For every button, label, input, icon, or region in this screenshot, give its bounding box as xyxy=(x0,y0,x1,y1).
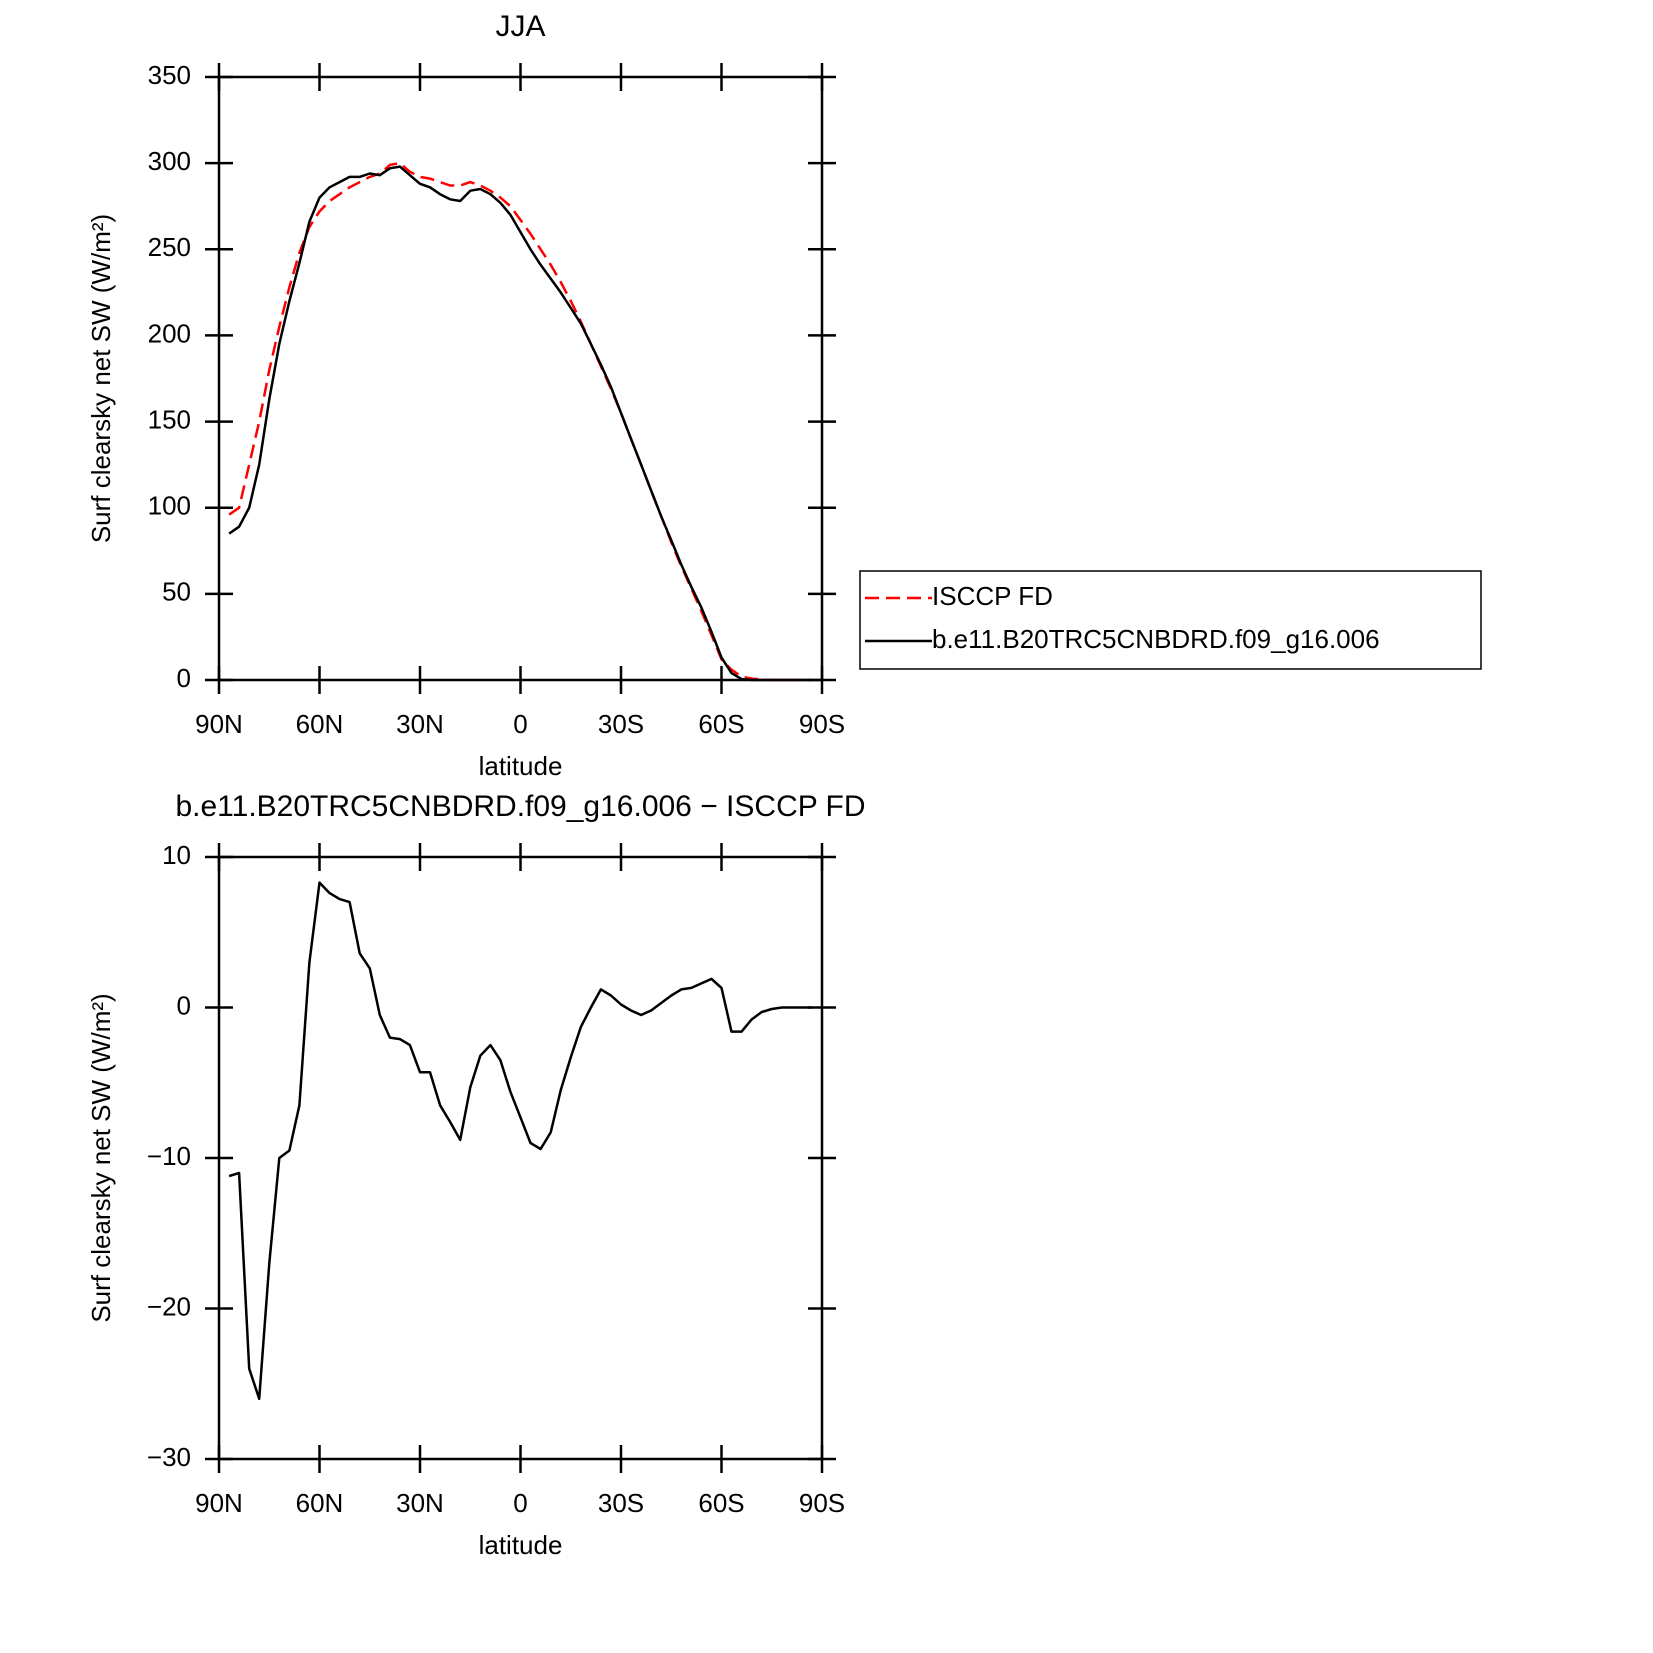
x-axis-label: latitude xyxy=(479,751,563,781)
x-tick-label: 90N xyxy=(195,1488,243,1518)
y-axis-label: Surf clearsky net SW (W/m²) xyxy=(86,214,116,543)
y-tick-label: 10 xyxy=(162,840,191,870)
legend-label: b.e11.B20TRC5CNBDRD.f09_g16.006 xyxy=(932,624,1380,654)
plot-frame xyxy=(217,75,824,682)
chart-title: JJA xyxy=(495,10,545,43)
legend-label: ISCCP FD xyxy=(932,581,1053,611)
x-axis-label: latitude xyxy=(479,1530,563,1560)
x-tick-label: 30S xyxy=(598,1488,644,1518)
y-tick-label: −20 xyxy=(147,1291,191,1321)
x-tick-label: 60S xyxy=(698,709,744,739)
x-tick-label: 60N xyxy=(296,1488,344,1518)
x-tick-label: 90S xyxy=(799,709,845,739)
y-tick-label: −30 xyxy=(147,1442,191,1472)
y-tick-label: 250 xyxy=(148,232,191,262)
y-axis-label: Surf clearsky net SW (W/m²) xyxy=(86,993,116,1322)
chart-title: b.e11.B20TRC5CNBDRD.f09_g16.006 − ISCCP … xyxy=(175,790,865,823)
x-tick-label: 60N xyxy=(296,709,344,739)
y-tick-label: −10 xyxy=(147,1141,191,1171)
x-tick-label: 60S xyxy=(698,1488,744,1518)
x-tick-label: 0 xyxy=(513,709,527,739)
x-tick-label: 30N xyxy=(396,1488,444,1518)
x-tick-label: 30N xyxy=(396,709,444,739)
x-tick-label: 90S xyxy=(799,1488,845,1518)
plot-frame xyxy=(217,855,824,1461)
x-tick-label: 90N xyxy=(195,709,243,739)
x-tick-label: 30S xyxy=(598,709,644,739)
y-tick-label: 150 xyxy=(148,404,191,434)
y-tick-label: 0 xyxy=(177,990,191,1020)
y-tick-label: 350 xyxy=(148,60,191,90)
series-line xyxy=(228,165,812,682)
y-tick-label: 100 xyxy=(148,491,191,521)
x-tick-label: 0 xyxy=(513,1488,527,1518)
series-line xyxy=(228,881,812,1401)
legend-box xyxy=(859,570,1482,670)
y-tick-label: 300 xyxy=(148,146,191,176)
y-tick-label: 200 xyxy=(148,318,191,348)
series-line xyxy=(228,161,812,682)
y-tick-label: 50 xyxy=(162,577,191,607)
y-tick-label: 0 xyxy=(177,663,191,693)
